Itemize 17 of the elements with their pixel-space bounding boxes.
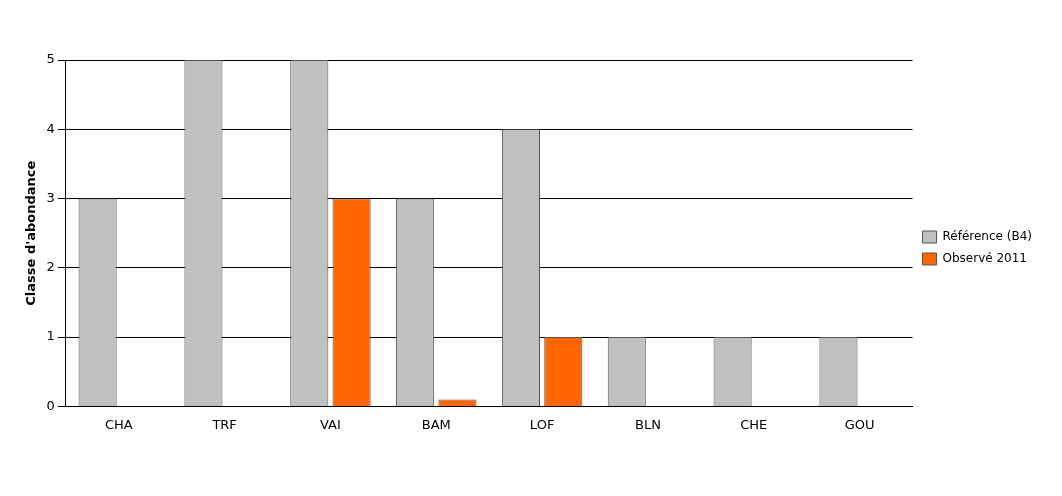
y-tick-label: 5 bbox=[46, 51, 55, 67]
y-tick-label: 4 bbox=[46, 120, 55, 136]
x-tick-label: CHA bbox=[104, 416, 133, 432]
legend-label: Observé 2011 bbox=[942, 251, 1027, 266]
y-tick-label: 3 bbox=[46, 189, 55, 205]
x-tick-label: BAM bbox=[421, 416, 451, 432]
x-tick-label: BLN bbox=[635, 416, 661, 432]
y-tick-label: 2 bbox=[46, 259, 55, 275]
y-axis-title: Classe d'abondance bbox=[23, 160, 39, 306]
y-tick-label: 0 bbox=[46, 397, 55, 413]
x-tick-label: TRF bbox=[211, 416, 237, 432]
x-tick-label: CHE bbox=[740, 416, 768, 432]
legend-label: Référence (B4) bbox=[942, 229, 1033, 244]
x-tick-label: VAI bbox=[320, 416, 341, 432]
x-tick-label: LOF bbox=[529, 416, 555, 432]
x-tick-label: GOU bbox=[844, 416, 875, 432]
y-tick-label: 1 bbox=[46, 328, 55, 344]
